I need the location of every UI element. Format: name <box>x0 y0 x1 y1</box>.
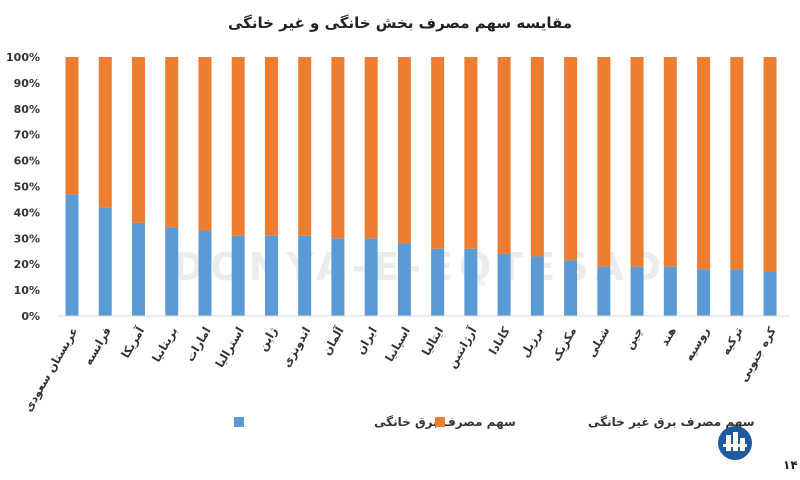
y-tick-label: 90% <box>14 77 40 90</box>
bar-residential <box>630 266 644 316</box>
bar-residential <box>697 269 711 316</box>
bar-nonresidential <box>65 57 79 195</box>
x-tick-label: ترکیه <box>718 325 745 358</box>
bar-nonresidential <box>730 57 744 270</box>
bar-nonresidential <box>431 57 445 249</box>
y-tick-label: 50% <box>14 181 40 194</box>
bar-residential <box>331 238 345 316</box>
bar-nonresidential <box>298 57 312 236</box>
bar-residential <box>231 235 245 316</box>
bar-nonresidential <box>165 57 179 228</box>
x-tick-label: روسیه <box>682 325 713 364</box>
bar-nonresidential <box>264 57 278 236</box>
bar-nonresidential <box>464 57 478 249</box>
x-tick-label: کانادا <box>486 324 513 357</box>
bar-residential <box>98 207 112 316</box>
bar-residential <box>564 260 578 316</box>
bar-nonresidential <box>597 57 611 267</box>
bar-residential <box>131 222 145 316</box>
y-tick-label: 100% <box>6 51 40 64</box>
legend-swatch-nonresidential <box>435 417 445 427</box>
bar-nonresidential <box>630 57 644 267</box>
x-tick-label: امارات <box>183 325 214 364</box>
bar-nonresidential <box>131 57 145 223</box>
bar-nonresidential <box>331 57 345 239</box>
y-tick-label: 70% <box>14 129 40 142</box>
bar-residential <box>730 269 744 316</box>
y-tick-label: 0% <box>21 310 40 323</box>
bar-residential <box>397 243 411 316</box>
bar-residential <box>431 248 445 316</box>
y-tick-label: 30% <box>14 232 40 245</box>
logo-icon <box>718 426 752 460</box>
bar-nonresidential <box>697 57 711 270</box>
bar-nonresidential <box>497 57 511 254</box>
x-tick-label: عربستان سعودی <box>21 325 82 415</box>
y-axis: 0% 10% 20% 30% 40% 50% 60% 70% 80% 90% 100% <box>6 51 40 323</box>
x-axis: عربستان سعودی فرانسه آمریکا بریتانیا اماراتا… <box>21 324 780 415</box>
bar-residential <box>763 271 777 316</box>
bar-nonresidential <box>663 57 677 267</box>
x-tick-label: آمریکا <box>118 324 147 361</box>
y-tick-label: 60% <box>14 155 40 168</box>
bar-residential <box>663 266 677 316</box>
bar-residential <box>198 230 212 316</box>
source-text: ماخذ داده: ترازنامه انرژی ۱۴۰۱ <box>783 458 800 472</box>
bar-residential <box>65 194 79 316</box>
bar-nonresidential <box>530 57 544 257</box>
x-tick-label: ژاپن <box>255 325 280 354</box>
bar-residential <box>597 266 611 316</box>
chart-title: مقایسه سهم مصرف بخش خانگی و غیر خانگی <box>228 14 572 32</box>
legend-label-nonresidential: سهم مصرف برق غیر خانگی <box>588 415 755 429</box>
bar-nonresidential <box>564 57 578 261</box>
bar-residential <box>165 227 179 316</box>
bars <box>65 57 777 316</box>
x-tick-label: شیلی <box>584 325 612 360</box>
legend: سهم مصرف برق خانگی سهم مصرف برق غیر خانگ… <box>234 415 755 429</box>
x-tick-label: اندونزی <box>279 325 314 371</box>
x-tick-label: چین <box>622 325 646 352</box>
bar-residential <box>298 235 312 316</box>
bar-residential <box>364 238 378 316</box>
bar-nonresidential <box>397 57 411 244</box>
y-tick-label: 40% <box>14 206 40 219</box>
bar-nonresidential <box>198 57 212 231</box>
bar-nonresidential <box>231 57 245 236</box>
x-tick-label: هند <box>657 324 679 348</box>
y-tick-label: 10% <box>14 284 40 297</box>
x-tick-label: بریتانیا <box>149 325 180 365</box>
bar-residential <box>497 253 511 316</box>
bar-residential <box>464 248 478 316</box>
x-tick-label: برزیل <box>517 325 545 360</box>
legend-swatch-residential <box>234 417 244 427</box>
x-tick-label: آرژانتین <box>445 324 480 371</box>
x-tick-label: اسپانیا <box>382 325 413 365</box>
x-tick-label: ایران <box>353 325 380 357</box>
bar-nonresidential <box>98 57 112 208</box>
x-tick-label: ایتالیا <box>419 325 446 359</box>
bar-nonresidential <box>364 57 378 239</box>
bar-residential <box>264 235 278 316</box>
x-tick-label: آلمان <box>319 324 347 358</box>
bar-residential <box>530 256 544 316</box>
x-tick-label: استرالیا <box>212 325 246 370</box>
y-tick-label: 20% <box>14 258 40 271</box>
x-tick-label: فرانسه <box>81 325 114 368</box>
y-tick-label: 80% <box>14 103 40 116</box>
x-tick-label: مکزیک <box>549 325 580 364</box>
bar-nonresidential <box>763 57 777 272</box>
watermark: DONYA-E-EQTESAD <box>173 245 668 289</box>
